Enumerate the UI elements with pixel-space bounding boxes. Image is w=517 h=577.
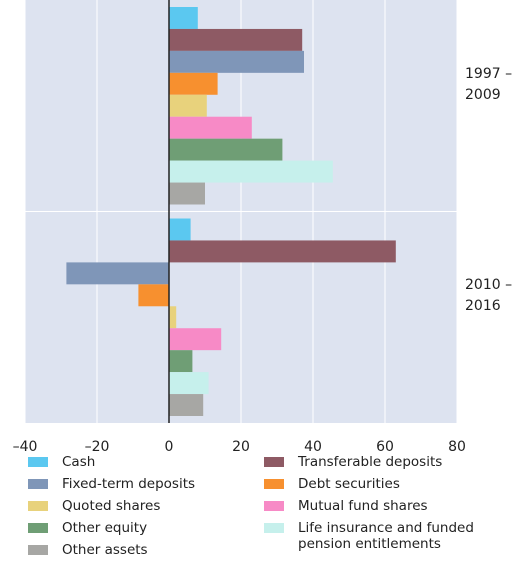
x-tick-label: 0 [165, 439, 174, 455]
legend-label: Quoted shares [62, 498, 161, 514]
legend-swatch [28, 523, 48, 533]
bar [169, 394, 204, 416]
legend-item: Fixed-term deposits [28, 476, 268, 508]
bar [169, 182, 205, 205]
bar [66, 262, 169, 285]
bar [169, 350, 193, 373]
legend-label: Fixed-term deposits [62, 476, 196, 492]
bar [169, 72, 218, 95]
legend-swatch [264, 523, 284, 533]
legend-item: Mutual fund shares [264, 498, 504, 530]
legend-item: Transferable deposits [264, 454, 504, 486]
x-tick-label: 60 [376, 439, 394, 455]
bar [169, 160, 333, 183]
group-label: 2010 – 2016 [465, 277, 513, 315]
legend-swatch [264, 457, 284, 467]
legend-swatch [28, 479, 48, 489]
x-tick-label: 20 [232, 439, 250, 455]
bar [169, 372, 209, 395]
legend-label: Transferable deposits [298, 454, 443, 470]
bar [169, 328, 222, 351]
legend-label: Debt securities [298, 476, 400, 492]
legend-swatch [28, 501, 48, 511]
bar [169, 218, 191, 241]
legend-label: Other assets [62, 542, 148, 558]
group-label: 1997 – 2009 [465, 65, 513, 103]
legend-swatch [264, 479, 284, 489]
bar [169, 50, 304, 73]
legend-swatch [264, 501, 284, 511]
legend-item: Quoted shares [28, 498, 268, 530]
bar [169, 240, 396, 263]
bar [169, 138, 283, 161]
legend-item: Cash [28, 454, 268, 486]
bar [138, 284, 169, 307]
legend-label: Other equity [62, 520, 148, 536]
legend-label: Life insurance and funded pension entitl… [298, 520, 474, 552]
bar [169, 306, 177, 329]
x-tick-label: –20 [85, 439, 110, 455]
bar [169, 7, 198, 29]
bar [169, 28, 303, 51]
bar [169, 94, 207, 117]
legend-swatch [28, 545, 48, 555]
legend-item: Debt securities [264, 476, 504, 508]
legend-item: Other equity [28, 520, 268, 552]
legend-item: Other assets [28, 542, 268, 574]
legend-label: Mutual fund shares [298, 498, 428, 514]
legend-swatch [28, 457, 48, 467]
x-tick-label: 40 [304, 439, 322, 455]
x-tick-label: –40 [13, 439, 38, 455]
bar [169, 116, 252, 139]
x-tick-label: 80 [448, 439, 466, 455]
legend-item: Life insurance and funded pension entitl… [264, 520, 504, 552]
legend-label: Cash [62, 454, 96, 470]
